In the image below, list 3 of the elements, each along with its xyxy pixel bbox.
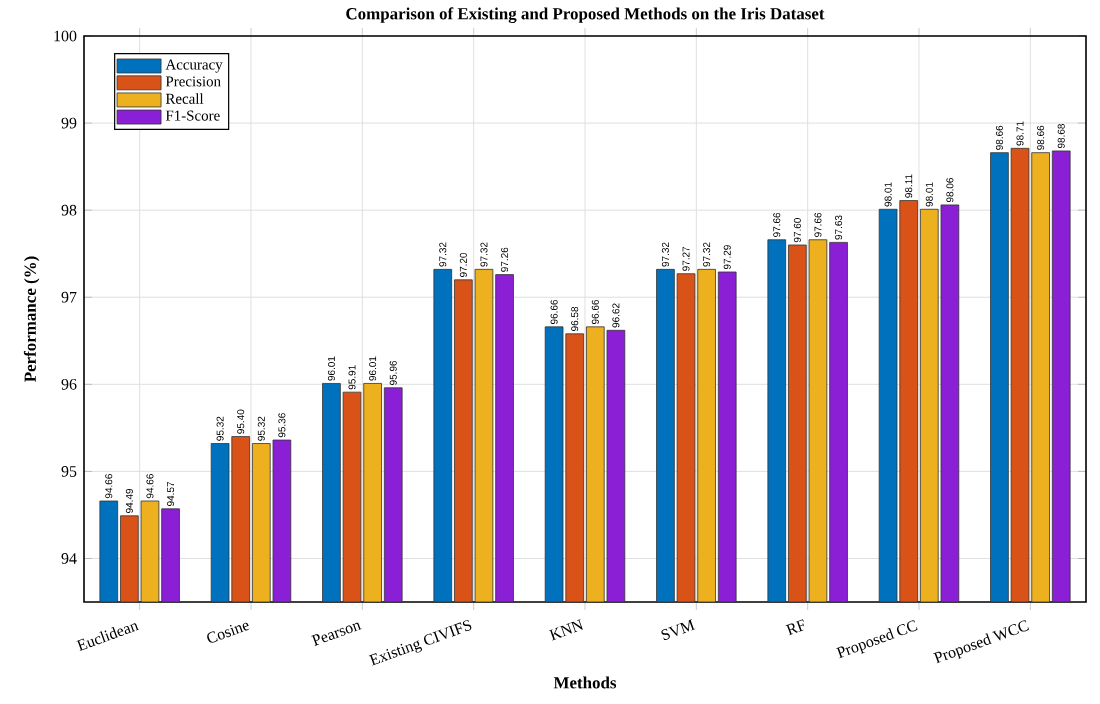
chart-title: Comparison of Existing and Proposed Methods on the Iris Dataset	[346, 7, 825, 24]
y-axis-title: Performance (%)	[23, 256, 40, 382]
x-axis-title: Methods	[553, 676, 617, 689]
